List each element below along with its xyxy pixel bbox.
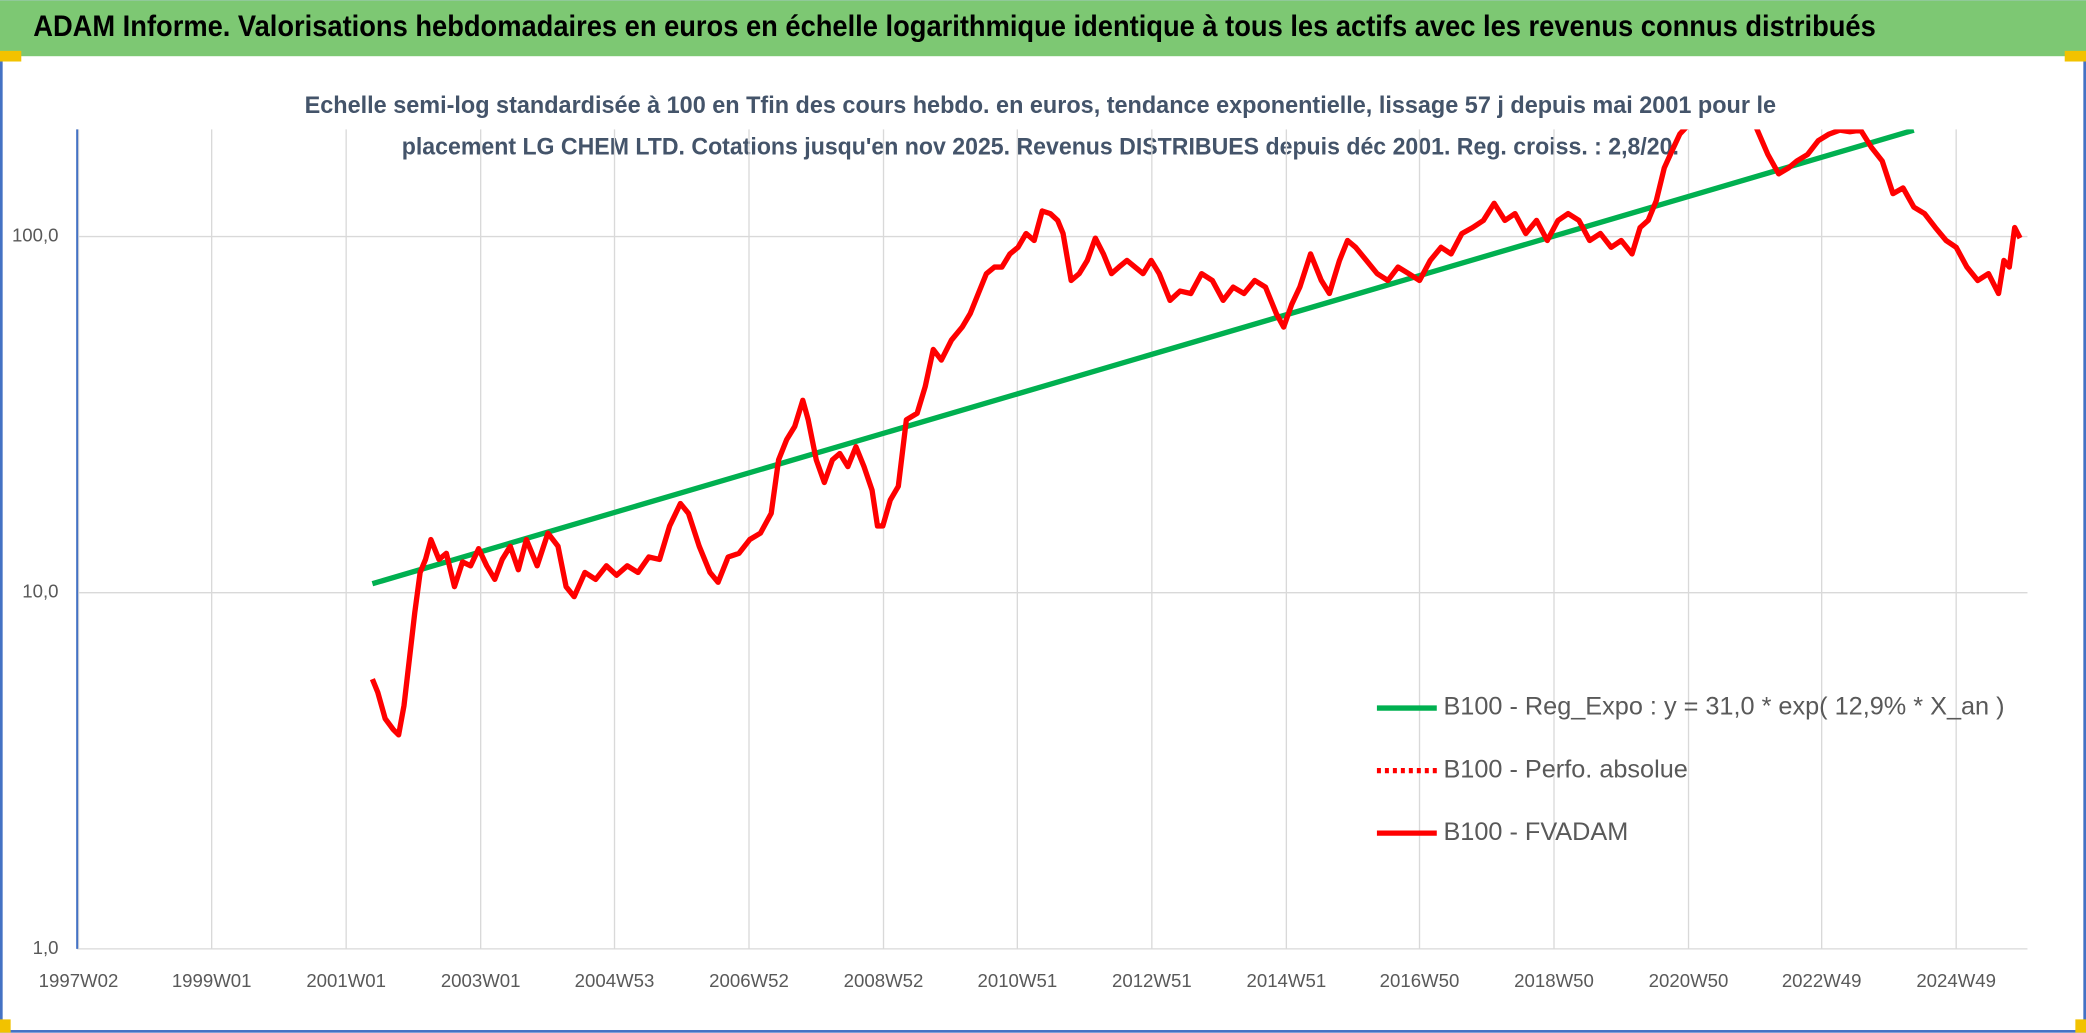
title-bar	[0, 0, 2086, 57]
y-tick-label: 1,0	[33, 937, 59, 958]
corner	[0, 1019, 11, 1033]
corner	[2064, 50, 2086, 62]
y-tick-label: 100,0	[12, 224, 59, 245]
legend-label: B100 - Perfo. absolue	[1443, 755, 1687, 783]
x-tick-label: 2018W50	[1514, 970, 1594, 991]
legend-label: B100 - FVADAM	[1443, 818, 1628, 846]
x-tick-label: 2014W51	[1247, 970, 1327, 991]
chart-title: ADAM Informe. Valorisations hebdomadaire…	[33, 11, 1876, 43]
corner	[2075, 1019, 2086, 1033]
x-tick-label: 2010W51	[978, 970, 1058, 991]
x-tick-label: 2004W53	[575, 970, 655, 991]
x-tick-label: 2024W49	[1916, 970, 1996, 991]
x-tick-label: 2003W01	[441, 970, 521, 991]
y-tick-label: 10,0	[22, 581, 58, 602]
x-tick-label: 2006W52	[709, 970, 789, 991]
corner	[0, 50, 22, 62]
x-tick-label: 2008W52	[844, 970, 924, 991]
plot-area	[369, 129, 2023, 738]
x-tick-label: 2016W50	[1380, 970, 1460, 991]
x-tick-label: 2001W01	[306, 970, 386, 991]
x-tick-label: 1999W01	[172, 970, 252, 991]
legend-label: B100 - Reg_Expo : y = 31,0 * exp( 12,9% …	[1443, 693, 2004, 721]
subtitle: Echelle semi-log standardisée à 100 en T…	[305, 92, 1776, 119]
x-tick-label: 1997W02	[39, 970, 119, 991]
x-tick-label: 2022W49	[1782, 970, 1862, 991]
x-tick-label: 2012W51	[1112, 970, 1192, 991]
series-line	[369, 129, 2023, 738]
x-tick-label: 2020W50	[1649, 970, 1729, 991]
subtitle: placement LG CHEM LTD. Cotations jusqu'e…	[402, 133, 1679, 160]
